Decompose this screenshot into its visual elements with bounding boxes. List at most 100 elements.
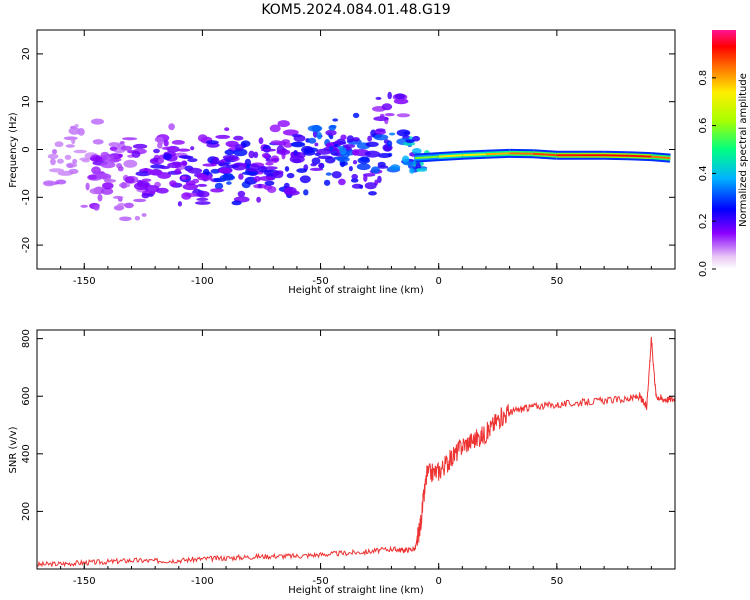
spectrogram-blob (119, 216, 132, 222)
spectrogram-blob (215, 134, 231, 139)
spectrogram-blob (264, 166, 278, 170)
spectrogram-blob (231, 200, 242, 206)
spectrogram-blob (117, 202, 126, 207)
spectrogram-blob (109, 146, 118, 152)
spectrogram-blob (258, 183, 262, 188)
spectrogram-blob (56, 158, 64, 164)
spectrogram-blob (42, 180, 56, 187)
spectrogram-blob (218, 162, 230, 167)
spectrogram-blob (352, 137, 360, 142)
spectrogram-blob (402, 155, 410, 164)
spectrogram-ytick-label: -10 (21, 189, 32, 205)
spectrogram-blob (338, 178, 346, 186)
spectrogram-blob (316, 132, 322, 140)
spectrogram-blob (171, 161, 182, 166)
spectrogram-blob (113, 149, 126, 153)
spectrogram-blob (238, 173, 244, 180)
spectrogram-blob (178, 155, 191, 159)
spectrogram-blob (373, 134, 389, 141)
snr-ylabel: SNR (v/v) (8, 426, 19, 473)
spectrogram-blob (187, 167, 203, 174)
colorbar-label: Normalized spectral amplitude (738, 73, 749, 227)
spectrogram-blob (310, 163, 317, 167)
spectrogram-blob (373, 116, 389, 122)
spectrogram-blob (91, 118, 104, 125)
spectrogram-blob (264, 180, 275, 186)
spectrogram-blob (412, 135, 420, 142)
spectrogram-xtick-label: -100 (191, 276, 214, 287)
spectrogram-blob (328, 125, 337, 131)
spectrogram-blob (339, 147, 347, 156)
spectrogram-ytick-label: 0 (21, 146, 32, 152)
spectrogram-blob (161, 146, 176, 150)
spectrogram-blob (415, 162, 421, 170)
spectrogram-blob (144, 185, 160, 193)
snr-panel: -150 -100 -50 0 50 200 400 600 800 Height of str… (8, 329, 676, 596)
spectrogram-blob (377, 153, 392, 158)
spectrogram-blob (141, 192, 150, 199)
spectrogram-blob (377, 175, 382, 184)
snr-series-line (37, 336, 675, 568)
colorbar-tick-label: 0.6 (698, 118, 709, 134)
spectrogram-blob (375, 96, 382, 100)
spectrogram-blob (282, 129, 299, 136)
snr-xtick-label: 50 (550, 576, 563, 587)
spectrogram-blob (293, 134, 306, 142)
spectrogram-blob (52, 149, 57, 155)
spectrogram-blob (317, 155, 333, 160)
spectrogram-blob (332, 118, 339, 122)
spectrogram-blob (195, 201, 211, 205)
spectrogram-blob (377, 165, 389, 169)
spectrogram-blob (290, 141, 306, 148)
spectrogram-blob (384, 113, 395, 117)
ridge-core (485, 152, 510, 156)
spectrogram-blob (409, 167, 415, 174)
spectrogram-xtick-label: -150 (73, 276, 96, 287)
spectrogram-blob (272, 171, 284, 179)
spectrogram-blob (370, 166, 380, 174)
spectrogram-blob (102, 154, 114, 162)
spectrogram-blob (123, 159, 138, 168)
snr-ticks: -150 -100 -50 0 50 200 400 600 800 (21, 329, 676, 587)
spectrogram-blob (257, 166, 268, 173)
spectrogram-blob (299, 175, 311, 184)
spectrogram-blob (202, 163, 217, 167)
spectrogram-blob (92, 139, 104, 145)
spectrogram-blob (135, 171, 151, 177)
colorbar-tick-label: 0.2 (698, 213, 709, 229)
spectrogram-blob (367, 135, 372, 142)
spectrogram-blob (122, 137, 138, 141)
spectrogram-blob (169, 180, 177, 187)
spectrogram-blob (54, 141, 64, 148)
spectrogram-blob (352, 160, 358, 165)
spectrogram-blob (218, 167, 233, 174)
spectrogram-blob (71, 137, 76, 145)
spectrogram-blob (187, 158, 198, 163)
spectrogram-blob (224, 127, 230, 132)
spectrogram-blob (177, 148, 191, 152)
spectrogram-blob (65, 144, 75, 148)
spectrogram-blob (197, 134, 208, 142)
spectrogram-blob (314, 142, 319, 147)
spectrogram-ytick-label: -20 (21, 237, 32, 253)
spectrogram-blob (237, 190, 246, 197)
spectrogram-blob (158, 158, 165, 164)
spectrogram-blob (346, 135, 355, 143)
spectrogram-blob (48, 168, 64, 173)
spectrogram-blob (73, 149, 87, 154)
spectrogram-blob (307, 125, 323, 132)
spectrogram-blob (168, 123, 175, 131)
spectrogram-blob (301, 145, 314, 154)
spectrogram-blob (240, 140, 251, 147)
snr-xtick-label: 0 (436, 576, 442, 587)
spectrogram-blob (157, 136, 164, 145)
spectrogram-blob (181, 175, 186, 180)
ridge-core (627, 154, 652, 158)
spectrogram-blob (402, 161, 416, 166)
spectrogram-blob (141, 213, 147, 217)
spectrogram-blob (190, 146, 195, 151)
snr-xtick-label: -50 (312, 576, 328, 587)
spectrogram-blob (253, 176, 261, 182)
spectrogram-blob (259, 176, 274, 181)
